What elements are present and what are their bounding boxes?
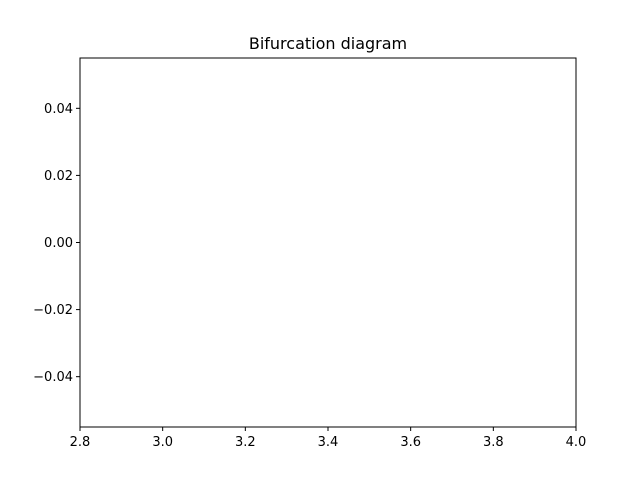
- x-tick-label: 3.6: [400, 435, 421, 450]
- x-tick-label: 3.4: [318, 435, 339, 450]
- y-axis: 0.04 0.02 0.00 −0.02 −0.04: [33, 102, 80, 385]
- x-tick-label: 4.0: [566, 435, 587, 450]
- y-tick-label: 0.02: [44, 169, 73, 184]
- plot-area: [79, 57, 577, 428]
- y-tick-label: −0.04: [33, 370, 73, 385]
- x-tick-label: 3.2: [235, 435, 256, 450]
- x-tick-label: 2.8: [70, 435, 91, 450]
- chart-title: Bifurcation diagram: [249, 34, 407, 53]
- y-tick-label: 0.00: [44, 236, 73, 251]
- y-tick-label: 0.04: [44, 102, 73, 117]
- x-tick-label: 3.8: [483, 435, 504, 450]
- x-tick-label: 3.0: [152, 435, 173, 450]
- x-axis: 2.8 3.0 3.2 3.4 3.6 3.8 4.0: [70, 427, 587, 450]
- axes-frame: [79, 57, 577, 428]
- y-tick-label: −0.02: [33, 303, 73, 318]
